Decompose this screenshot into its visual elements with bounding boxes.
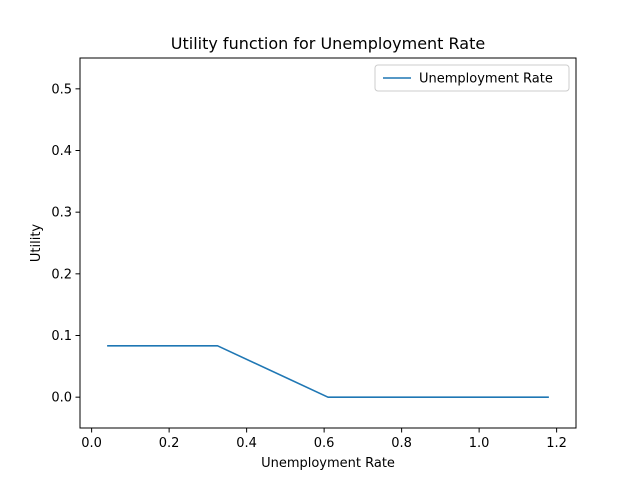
x-tick-label: 0.0 [81, 436, 102, 451]
plot-area [107, 344, 549, 398]
y-tick-label: 0.5 [51, 82, 72, 97]
x-tick-label: 0.6 [314, 436, 335, 451]
y-tick-label: 0.2 [51, 267, 72, 282]
legend: Unemployment Rate [374, 64, 570, 92]
legend-label: Unemployment Rate [419, 72, 553, 87]
x-tick-label: 0.8 [391, 436, 412, 451]
axes-frame [79, 57, 577, 429]
x-tick-label: 1.2 [546, 436, 567, 451]
x-axis: 0.0 0.2 0.4 0.6 0.8 1.0 1.2 [81, 428, 567, 451]
y-tick-label: 0.1 [51, 329, 72, 344]
x-tick-label: 0.2 [159, 436, 180, 451]
y-tick-label: 0.0 [51, 391, 72, 406]
y-tick-label: 0.4 [51, 144, 72, 159]
x-tick-label: 1.0 [469, 436, 490, 451]
legend-box [374, 64, 570, 92]
y-axis-label: Utility [29, 224, 44, 263]
chart-title: Utility function for Unemployment Rate [171, 34, 485, 53]
y-axis: 0.0 0.1 0.2 0.3 0.4 0.5 [51, 82, 80, 406]
series-line-0 [107, 344, 549, 398]
x-axis-label: Unemployment Rate [261, 456, 395, 471]
y-tick-label: 0.3 [51, 206, 72, 221]
x-tick-label: 0.4 [236, 436, 257, 451]
